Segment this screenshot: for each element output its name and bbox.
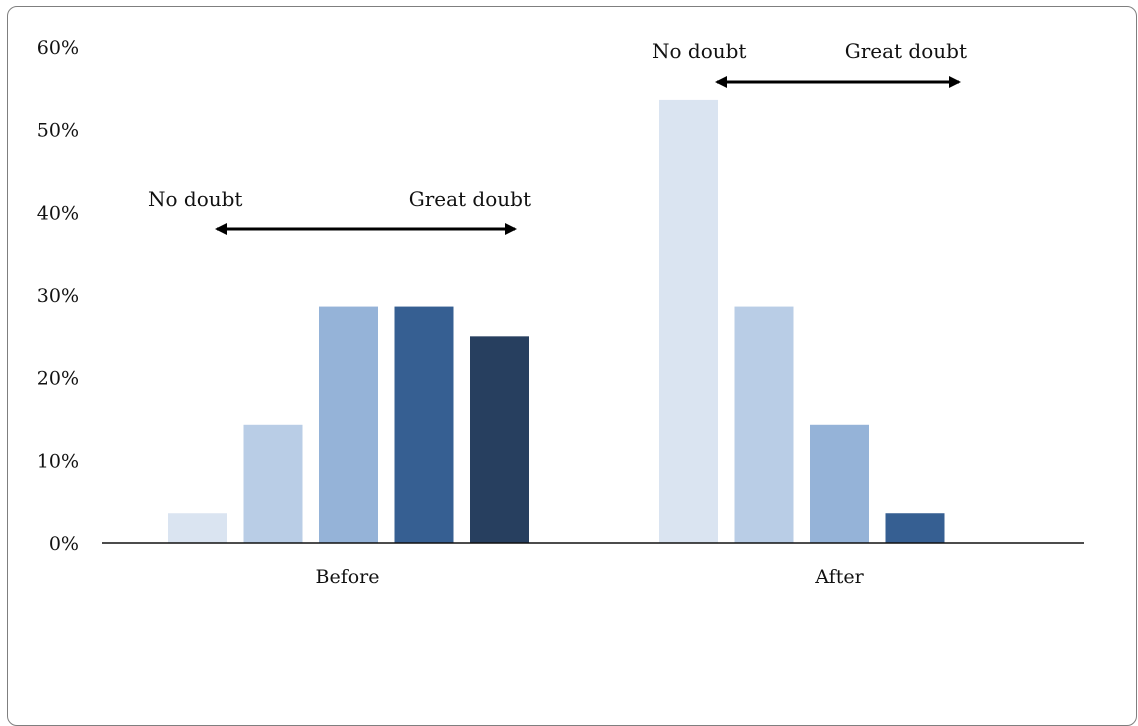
y-tick-label: 0% xyxy=(49,533,79,555)
bar-before-3 xyxy=(319,306,378,543)
bar-before-4 xyxy=(394,306,454,543)
bar-before-2 xyxy=(243,424,303,543)
annotation-left-label: No doubt xyxy=(148,187,242,211)
annotation-left-label: No doubt xyxy=(652,39,746,63)
y-tick-label: 20% xyxy=(37,368,79,390)
y-tick-label: 30% xyxy=(37,285,79,307)
bar-after-2 xyxy=(734,306,794,543)
annotations: No doubt Great doubt No doubt Great doubt xyxy=(148,39,967,235)
bar-before-1 xyxy=(168,513,227,543)
y-tick-label: 50% xyxy=(37,120,79,142)
x-category-label: After xyxy=(814,566,864,588)
group-labels: Before After xyxy=(315,566,864,588)
x-category-label: Before xyxy=(315,566,379,588)
annotation-right-label: Great doubt xyxy=(845,39,967,63)
y-tick-label: 60% xyxy=(37,37,79,59)
bars xyxy=(168,99,945,543)
bar-chart: 0% 10% 20% 30% 40% 50% 60% Before After No doub… xyxy=(37,37,1084,588)
y-axis: 0% 10% 20% 30% 40% 50% 60% xyxy=(37,37,79,555)
bar-after-4 xyxy=(885,513,945,543)
bar-after-1 xyxy=(659,99,718,543)
y-tick-label: 40% xyxy=(37,202,79,224)
bar-before-5 xyxy=(470,336,529,543)
bar-after-3 xyxy=(810,424,869,543)
y-tick-label: 10% xyxy=(37,450,79,472)
annotation-right-label: Great doubt xyxy=(409,187,531,211)
